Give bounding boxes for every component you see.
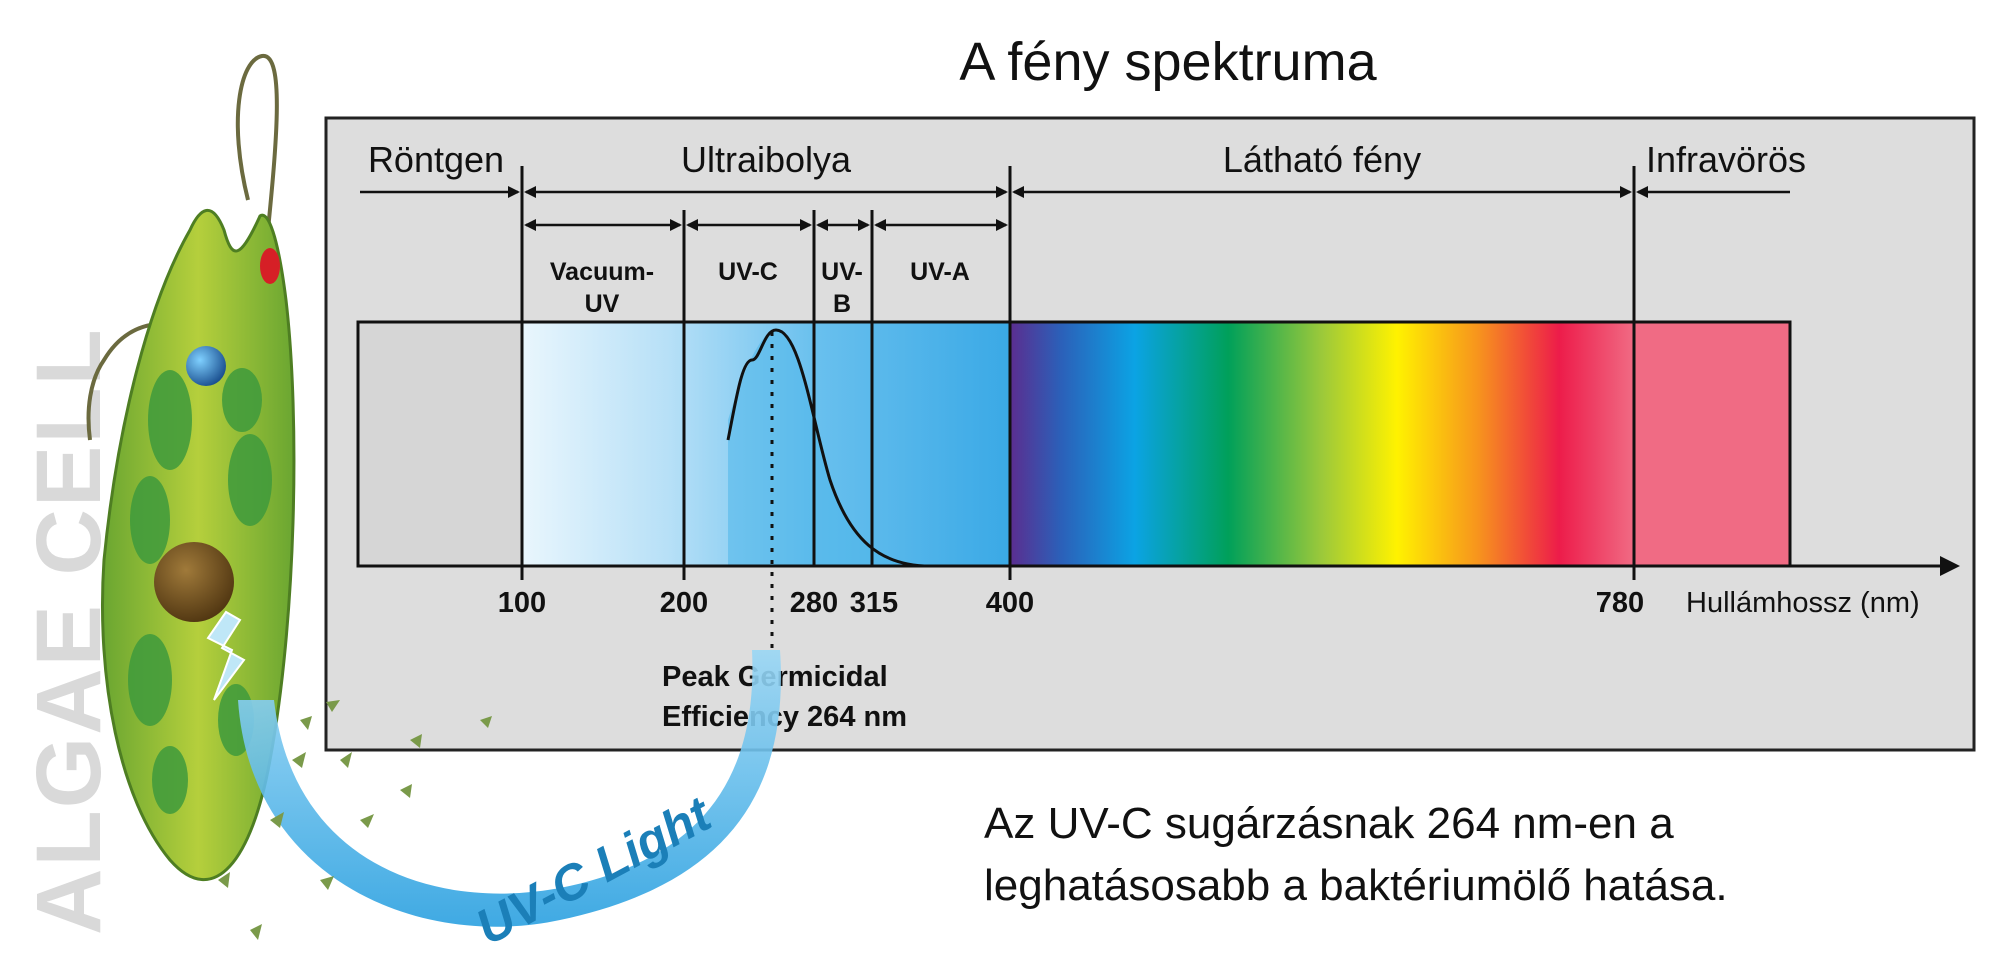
nucleus — [154, 542, 234, 622]
tick-label-280: 280 — [790, 587, 838, 619]
chloroplast — [222, 368, 262, 432]
chloroplast — [148, 370, 192, 470]
germicidal-curve — [726, 328, 931, 568]
region-label-xray: Röntgen — [368, 139, 504, 180]
visible-band — [1010, 322, 1634, 566]
band-label-uvb-1: UV- — [821, 258, 863, 286]
algae-debris — [218, 700, 492, 940]
chloroplast — [130, 476, 170, 564]
band-label-uvb-2: B — [833, 290, 851, 318]
band-label-uvc: UV-C — [718, 258, 778, 286]
band-label-vacuum-uv-1: Vacuum- — [550, 258, 654, 286]
germicidal-area — [728, 330, 930, 566]
algae-cell-illustration: ALGAE CELL — [18, 54, 296, 935]
axis-label: Hullámhossz (nm) — [1686, 587, 1920, 619]
region-label-uv: Ultraibolya — [681, 139, 852, 180]
peak-label-line2: Efficiency 264 nm — [662, 701, 907, 733]
caption-line2: leghatásosabb a baktériumölő hatása. — [984, 861, 1728, 910]
region-label-infrared: Infravörös — [1646, 139, 1806, 180]
chloroplast — [152, 746, 188, 814]
xray-band — [356, 320, 524, 568]
tick-label-780: 780 — [1596, 587, 1644, 619]
chloroplast — [128, 634, 172, 726]
page-title: A fény spektruma — [959, 32, 1377, 92]
tick-label-200: 200 — [660, 587, 708, 619]
band-label-uva: UV-A — [910, 258, 970, 286]
axis-arrowhead — [1940, 556, 1960, 576]
contractile-vacuole — [186, 346, 226, 386]
infrared-band — [1634, 322, 1790, 566]
band-label-vacuum-uv-2: UV — [585, 290, 620, 318]
tick-label-100: 100 — [498, 587, 546, 619]
caption-line1: Az UV-C sugárzásnak 264 nm-en a — [984, 799, 1674, 848]
tick-label-400: 400 — [986, 587, 1034, 619]
region-label-visible: Látható fény — [1223, 139, 1421, 180]
uv-damage-spark — [206, 610, 246, 701]
eyespot — [260, 248, 280, 284]
chloroplast — [228, 434, 272, 526]
tick-label-315: 315 — [850, 587, 898, 619]
